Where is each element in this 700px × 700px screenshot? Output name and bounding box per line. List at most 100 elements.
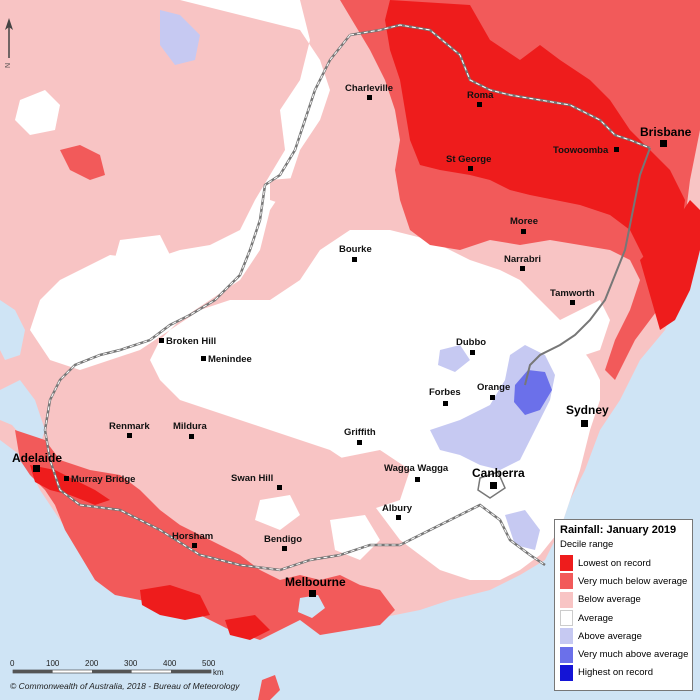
city-sydney: Sydney <box>566 403 609 427</box>
svg-text:Menindee: Menindee <box>208 354 252 365</box>
town-charleville: Charleville <box>345 83 393 100</box>
below-avg-patch-1 <box>270 175 440 225</box>
legend-item-very-much-below: Very much below average <box>560 572 687 590</box>
legend-label: Above average <box>578 630 642 642</box>
above-avg-dubbo <box>438 345 470 372</box>
svg-text:Mildura: Mildura <box>173 421 207 432</box>
svg-text:Forbes: Forbes <box>429 387 461 398</box>
legend-swatch <box>560 664 573 681</box>
town-narrabri: Narrabri <box>504 254 541 271</box>
state-border-qld-nsw-dash <box>349 24 651 149</box>
svg-text:200: 200 <box>85 659 99 668</box>
below-avg-patch-2 <box>330 450 410 510</box>
svg-text:Dubbo: Dubbo <box>456 337 486 348</box>
town-moree: Moree <box>510 216 538 234</box>
legend: Rainfall: January 2019 Decile range Lowe… <box>554 519 693 691</box>
town-swan-hill: Swan Hill <box>231 473 282 490</box>
lowest-on-record-coast <box>640 200 700 330</box>
legend-swatch <box>560 628 573 645</box>
legend-swatch <box>560 646 573 663</box>
town-griffith: Griffith <box>344 427 376 445</box>
svg-text:Melbourne: Melbourne <box>285 575 346 589</box>
legend-label: Very much above average <box>578 649 689 661</box>
above-avg-canberra <box>505 510 540 550</box>
average-region-4 <box>255 495 300 530</box>
city-adelaide: Adelaide <box>12 451 62 472</box>
svg-text:Orange: Orange <box>477 382 510 393</box>
svg-text:100: 100 <box>46 659 60 668</box>
legend-label: Lowest on record <box>578 557 651 569</box>
legend-swatch <box>560 610 573 627</box>
svg-text:500: 500 <box>202 659 216 668</box>
average-region-2 <box>15 90 60 135</box>
svg-text:N: N <box>5 63 12 68</box>
legend-item-above: Above average <box>560 627 687 645</box>
town-tamworth: Tamworth <box>550 288 595 305</box>
copyright-text: © Commonwealth of Australia, 2018 - Bure… <box>10 681 240 691</box>
lowest-on-record-ne <box>385 0 685 310</box>
legend-label: Average <box>578 612 614 624</box>
svg-text:Moree: Moree <box>510 216 538 227</box>
legend-item-very-much-above: Very much above average <box>560 645 689 663</box>
city-canberra: Canberra <box>472 466 525 489</box>
scale-bar: 0 100 200 300 400 500 km <box>10 659 224 677</box>
lowest-on-record-south <box>30 465 110 505</box>
legend-label: Below average <box>578 594 641 606</box>
svg-text:Griffith: Griffith <box>344 427 376 438</box>
svg-text:St George: St George <box>446 154 491 165</box>
lowest-on-record-vic <box>140 585 210 620</box>
average-region-5 <box>330 515 380 560</box>
svg-text:Albury: Albury <box>382 503 413 514</box>
legend-swatch <box>560 555 573 572</box>
svg-text:0: 0 <box>10 659 15 668</box>
town-horsham: Horsham <box>172 531 213 548</box>
tasmania-land <box>258 675 280 700</box>
svg-text:Bendigo: Bendigo <box>264 534 302 545</box>
town-bendigo: Bendigo <box>264 534 302 551</box>
svg-text:Canberra: Canberra <box>472 466 525 480</box>
town-dubbo: Dubbo <box>456 337 486 355</box>
state-border-sa-nsw-dash <box>44 34 351 506</box>
town-bourke: Bourke <box>339 244 372 262</box>
svg-text:Horsham: Horsham <box>172 531 213 542</box>
lowest-on-record-vic2 <box>225 615 270 640</box>
state-border-vic-nsw <box>79 503 546 572</box>
gulf-water-2 <box>0 300 25 360</box>
legend-item-lowest: Lowest on record <box>560 554 687 572</box>
legend-title: Rainfall: January 2019 <box>560 524 677 536</box>
svg-text:Charleville: Charleville <box>345 83 393 94</box>
svg-text:Swan Hill: Swan Hill <box>231 473 273 484</box>
state-border-nsw-coast-ne <box>524 147 651 386</box>
legend-swatch <box>560 591 573 608</box>
city-brisbane: Brisbane <box>640 125 692 147</box>
svg-text:Toowoomba: Toowoomba <box>553 145 609 156</box>
legend-item-average: Average <box>560 609 687 627</box>
city-melbourne: Melbourne <box>285 575 346 597</box>
town-roma: Roma <box>467 90 494 107</box>
north-arrow-icon: N <box>5 18 13 68</box>
town-albury: Albury <box>382 503 413 520</box>
svg-text:Sydney: Sydney <box>566 403 609 417</box>
very-much-below-south <box>15 430 395 640</box>
port-phillip-bay <box>298 595 325 618</box>
gulf-water <box>0 380 45 445</box>
svg-text:Wagga Wagga: Wagga Wagga <box>384 463 449 474</box>
average-region-6 <box>115 235 170 265</box>
svg-text:Tamworth: Tamworth <box>550 288 595 299</box>
town-murray-bridge: Murray Bridge <box>64 474 135 485</box>
legend-item-below: Below average <box>560 591 687 609</box>
svg-text:400: 400 <box>163 659 177 668</box>
svg-text:Narrabri: Narrabri <box>504 254 541 265</box>
town-broken-hill: Broken Hill <box>159 336 216 347</box>
svg-text:Renmark: Renmark <box>109 421 150 432</box>
town-forbes: Forbes <box>429 387 461 406</box>
legend-item-highest: Highest on record <box>560 664 687 682</box>
svg-text:300: 300 <box>124 659 138 668</box>
average-region-3 <box>540 300 610 360</box>
town-mildura: Mildura <box>173 421 207 439</box>
svg-text:km: km <box>213 668 224 677</box>
svg-text:Roma: Roma <box>467 90 494 101</box>
town-orange: Orange <box>477 382 510 400</box>
svg-text:Murray Bridge: Murray Bridge <box>71 474 135 485</box>
